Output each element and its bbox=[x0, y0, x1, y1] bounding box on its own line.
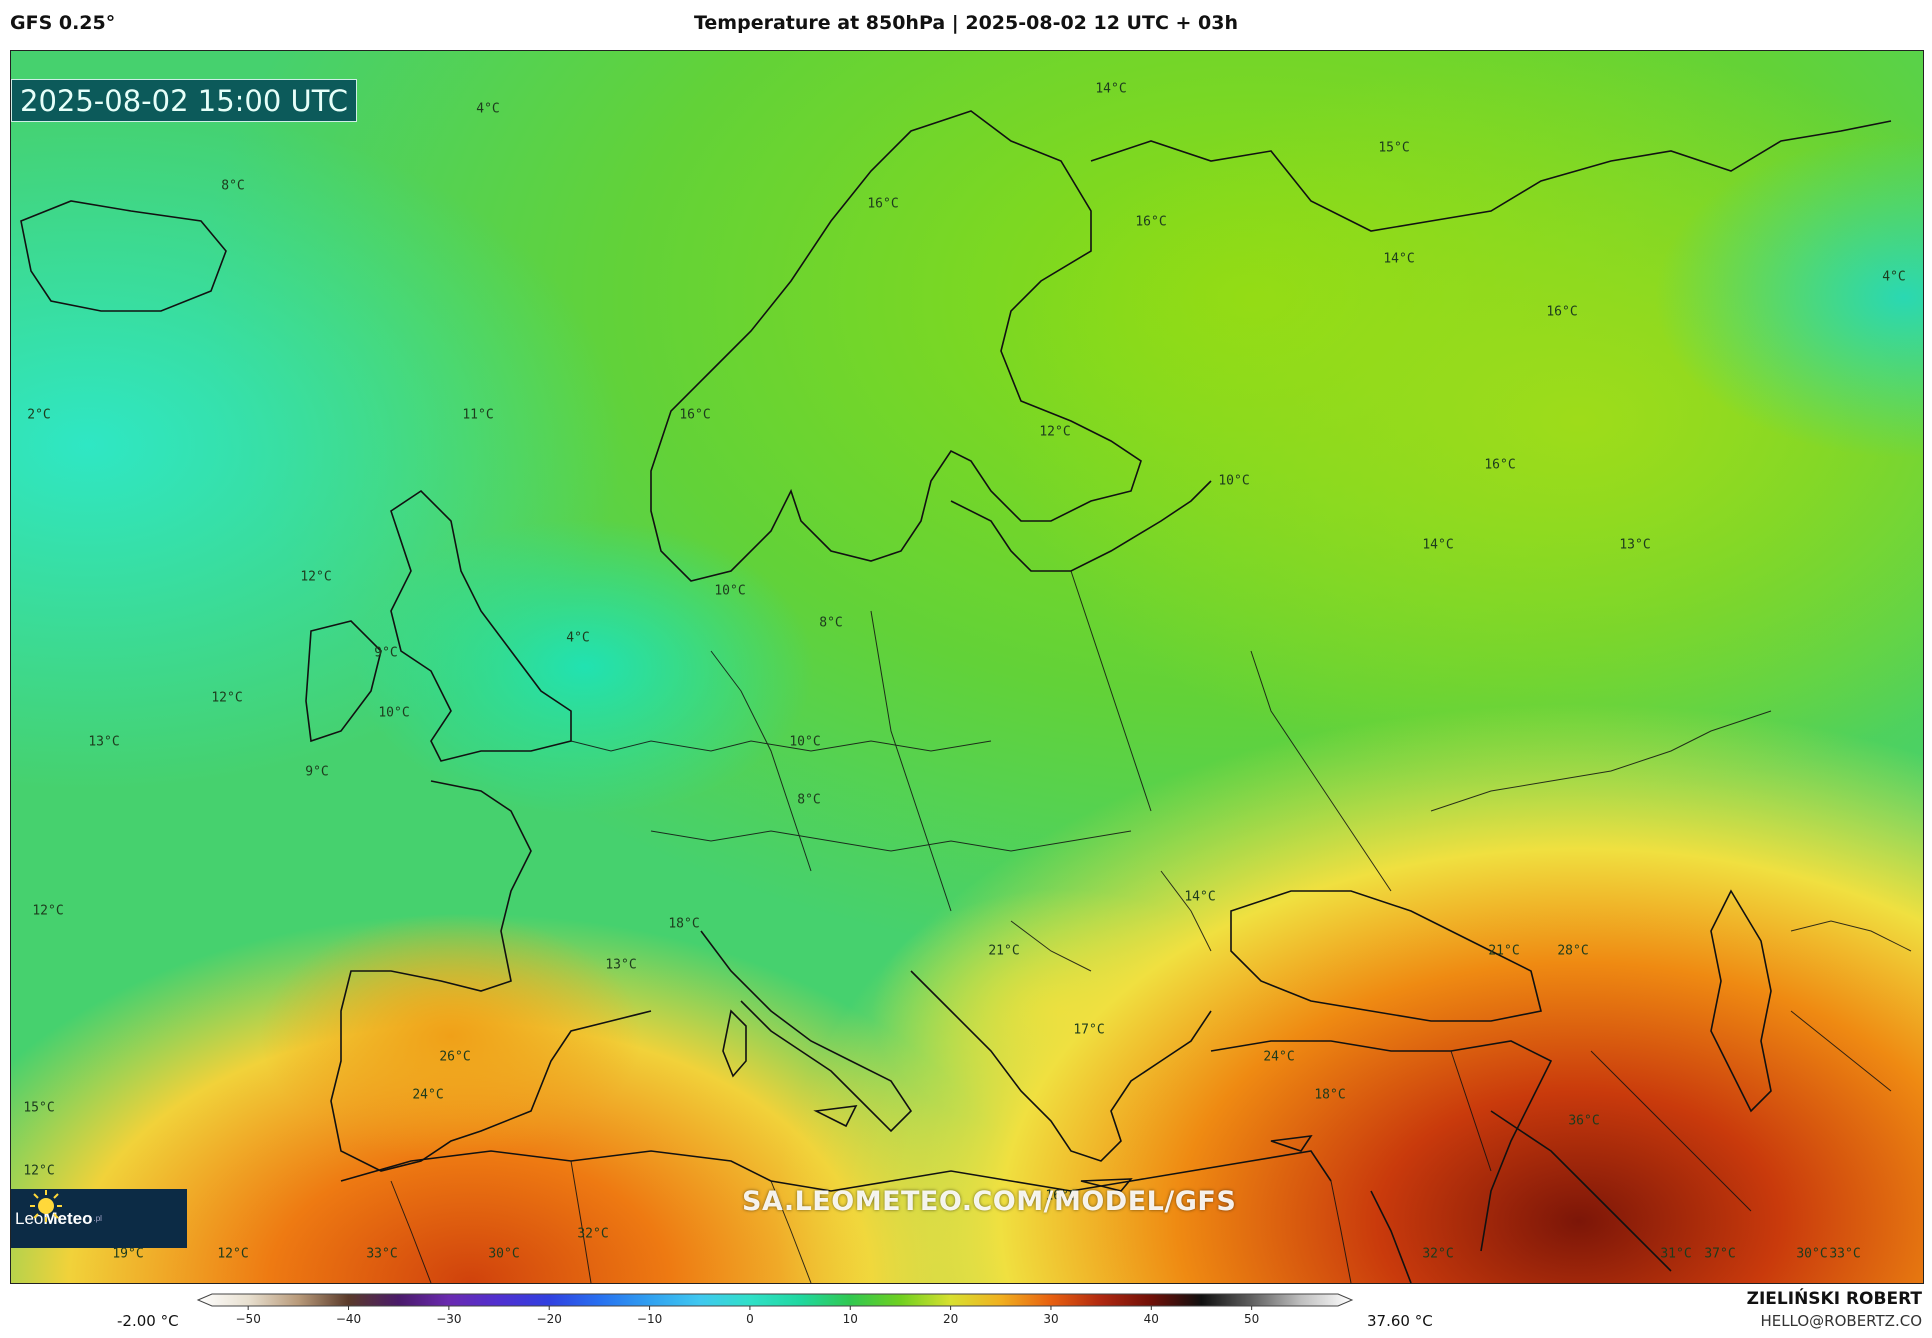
author-name: ZIELIŃSKI ROBERT bbox=[1746, 1289, 1922, 1309]
temperature-label: 11°C bbox=[462, 407, 494, 423]
temperature-label: 33°C bbox=[1829, 1246, 1861, 1262]
colorbar-tick-label: 40 bbox=[1144, 1312, 1159, 1326]
temperature-label: 10°C bbox=[789, 734, 821, 750]
temperature-label: 9°C bbox=[374, 645, 398, 661]
colorbar-tick-label: −50 bbox=[236, 1312, 261, 1326]
author-credit: ZIELIŃSKI ROBERT HELLO@ROBERTZ.CO bbox=[1747, 1289, 1922, 1330]
colorbar: -2.00 °C −50 −40 −30 −20 −10 0 10 20 30 40 50 37.6… bbox=[0, 1290, 1932, 1338]
leometeo-logo[interactable]: LeoMeteo .pl bbox=[11, 1189, 187, 1248]
colorbar-tick-label: 10 bbox=[843, 1312, 858, 1326]
temperature-label: 24°C bbox=[412, 1087, 444, 1103]
colorbar-tick-label: 0 bbox=[746, 1312, 754, 1326]
temperature-label: 12°C bbox=[32, 903, 64, 919]
colorbar-tick-label: −10 bbox=[637, 1312, 662, 1326]
temperature-label: 33°C bbox=[366, 1246, 398, 1262]
borders bbox=[390, 570, 1912, 1283]
temperature-label: 14°C bbox=[1184, 889, 1216, 905]
temperature-label: 30°C bbox=[488, 1246, 520, 1262]
temperature-map[interactable]: 2025-08-02 15:00 UTC 4°C 14°C 15°C 8°C 16°C 1… bbox=[10, 50, 1924, 1284]
temperature-label: 8°C bbox=[221, 178, 245, 194]
temperature-label: 16°C bbox=[1045, 1188, 1077, 1204]
temperature-label: 31°C bbox=[1660, 1246, 1692, 1262]
colorbar-tick-label: 20 bbox=[943, 1312, 958, 1326]
colorbar-tick-label: 50 bbox=[1244, 1312, 1259, 1326]
temperature-label: 16°C bbox=[1546, 304, 1578, 320]
temperature-field bbox=[11, 51, 1923, 1283]
temperature-label: 16°C bbox=[867, 196, 899, 212]
logo-wordmark: LeoMeteo bbox=[15, 1208, 93, 1228]
colorbar-min-value: -2.00 °C bbox=[117, 1312, 179, 1330]
temperature-label: 15°C bbox=[1378, 140, 1410, 156]
temperature-label: 13°C bbox=[88, 734, 120, 750]
colorbar-scale: −50 −40 −30 −20 −10 0 10 20 30 40 50 bbox=[196, 1293, 1354, 1326]
temperature-label: 10°C bbox=[1218, 473, 1250, 489]
temperature-label: 12°C bbox=[211, 690, 243, 706]
temperature-label: 14°C bbox=[1422, 537, 1454, 553]
temperature-label: 13°C bbox=[1619, 537, 1651, 553]
temperature-label: 10°C bbox=[378, 705, 410, 721]
temperature-label: 21°C bbox=[988, 943, 1020, 959]
temperature-label: 28°C bbox=[1557, 943, 1589, 959]
temperature-label: 4°C bbox=[476, 101, 500, 117]
temperature-label: 37°C bbox=[1704, 1246, 1736, 1262]
temperature-label: 12°C bbox=[1039, 424, 1071, 440]
temperature-label: 9°C bbox=[305, 764, 329, 780]
temperature-label: 12°C bbox=[23, 1163, 55, 1179]
temperature-label: 14°C bbox=[1095, 81, 1127, 97]
colorbar-gradient bbox=[196, 1293, 1354, 1307]
temperature-label: 17°C bbox=[1073, 1022, 1105, 1038]
colorbar-tick-label: −20 bbox=[537, 1312, 562, 1326]
colorbar-tick-label: −40 bbox=[336, 1312, 361, 1326]
temperature-label: 16°C bbox=[1484, 457, 1516, 473]
temperature-label: 8°C bbox=[819, 615, 843, 631]
temperature-label: 14°C bbox=[1383, 251, 1415, 267]
temperature-label: 18°C bbox=[1314, 1087, 1346, 1103]
temperature-label: 12°C bbox=[217, 1246, 249, 1262]
temperature-label: 32°C bbox=[577, 1226, 609, 1242]
temperature-label: 13°C bbox=[605, 957, 637, 973]
temperature-label: 32°C bbox=[1422, 1246, 1454, 1262]
temperature-label: 8°C bbox=[797, 792, 821, 808]
temperature-label: 12°C bbox=[300, 569, 332, 585]
temperature-label: 19°C bbox=[112, 1246, 144, 1262]
valid-time-badge: 2025-08-02 15:00 UTC bbox=[11, 79, 358, 122]
colorbar-tick-label: −30 bbox=[436, 1312, 461, 1326]
temperature-label: 2°C bbox=[27, 407, 51, 423]
temperature-label: 4°C bbox=[566, 630, 590, 646]
map-title: Temperature at 850hPa | 2025-08-02 12 UT… bbox=[693, 12, 1239, 34]
author-email[interactable]: HELLO@ROBERTZ.CO bbox=[1760, 1312, 1922, 1330]
colorbar-max-value: 37.60 °C bbox=[1367, 1312, 1433, 1330]
logo-suffix: .pl bbox=[93, 1214, 102, 1223]
temperature-label: 10°C bbox=[714, 583, 746, 599]
temperature-label: 36°C bbox=[1568, 1113, 1600, 1129]
temperature-label: 15°C bbox=[23, 1100, 55, 1116]
temperature-label: 16°C bbox=[679, 407, 711, 423]
temperature-label: 4°C bbox=[1882, 269, 1906, 285]
sun-icon bbox=[30, 1190, 62, 1222]
temperature-label: 21°C bbox=[1488, 943, 1520, 959]
temperature-label: 26°C bbox=[439, 1049, 471, 1065]
model-label: GFS 0.25° bbox=[10, 12, 116, 34]
source-url-watermark: SA.LEOMETEO.COM/MODEL/GFS bbox=[742, 1186, 1237, 1217]
temperature-label: 18°C bbox=[668, 916, 700, 932]
temperature-label: 24°C bbox=[1263, 1049, 1295, 1065]
temperature-label: 30°C bbox=[1796, 1246, 1828, 1262]
colorbar-tick-label: 30 bbox=[1043, 1312, 1058, 1326]
temperature-label: 16°C bbox=[1135, 214, 1167, 230]
